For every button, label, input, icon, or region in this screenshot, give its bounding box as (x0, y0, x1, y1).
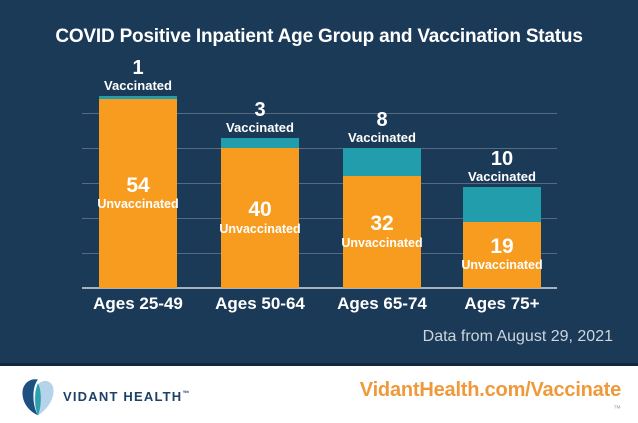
vaccinated-count: 8 (376, 109, 388, 131)
unvaccinated-count: 19 (490, 235, 514, 259)
unvaccinated-label: Unvaccinated (461, 258, 543, 273)
unvaccinated-count: 40 (248, 198, 272, 222)
data-source-note: Data from August 29, 2021 (422, 328, 613, 345)
stacked-bar: 54 Unvaccinated (97, 95, 179, 288)
footer-bar: VIDANT HEALTH™ VidantHealth.com/Vaccinat… (0, 363, 638, 423)
gridline (82, 218, 557, 219)
x-axis-baseline (82, 287, 557, 289)
vaccinated-count: 10 (490, 147, 514, 170)
vaccinated-label: Vaccinated (104, 77, 172, 93)
bar-segment-unvaccinated: 54 Unvaccinated (97, 99, 179, 288)
unvaccinated-label-block: 32 Unvaccinated (341, 176, 423, 288)
brand-lockup: VIDANT HEALTH™ (22, 374, 189, 418)
brand-trademark: ™ (182, 390, 190, 398)
vaccinated-label: Vaccinated (226, 119, 294, 135)
vidant-health-logo-icon (22, 378, 54, 415)
vaccinated-count: 1 (132, 56, 144, 79)
x-axis-category-label: Ages 65-74 (337, 294, 427, 313)
stacked-bar: 19 Unvaccinated (461, 186, 543, 289)
brand-name: VIDANT HEALTH™ (63, 388, 190, 404)
unvaccinated-label-block: 40 Unvaccinated (219, 148, 301, 288)
bar-segment-vaccinated (463, 186, 541, 222)
vaccinated-label: Vaccinated (468, 168, 536, 184)
unvaccinated-label: Unvaccinated (219, 221, 301, 236)
unvaccinated-label-block: 54 Unvaccinated (97, 99, 179, 288)
x-axis-category-label: Ages 50-64 (215, 294, 305, 313)
unvaccinated-count: 32 (370, 212, 394, 236)
unvaccinated-label: Unvaccinated (341, 235, 423, 250)
url-trademark: ™ (613, 404, 621, 413)
bar-segment-vaccinated (99, 95, 177, 99)
unvaccinated-count: 54 (126, 173, 150, 197)
vaccinated-count: 3 (254, 98, 266, 121)
x-axis-category-label: Ages 75+ (464, 294, 540, 313)
vaccinate-url-link[interactable]: VidantHealth.com/Vaccinate (359, 379, 621, 401)
bar-top-label: 10 Vaccinated (437, 147, 567, 185)
bar-top-label: 3 Vaccinated (195, 98, 325, 136)
stacked-bar: 32 Unvaccinated (341, 148, 423, 288)
bar-segment-vaccinated (343, 148, 421, 176)
gridline (82, 183, 557, 184)
gridline (82, 148, 557, 149)
bar-segment-unvaccinated: 40 Unvaccinated (219, 148, 301, 288)
gridline (82, 253, 557, 254)
bar-segment-unvaccinated: 19 Unvaccinated (461, 221, 543, 289)
bar-top-label: 8 Vaccinated (317, 110, 447, 146)
bar-segment-unvaccinated: 32 Unvaccinated (341, 176, 423, 288)
unvaccinated-label: Unvaccinated (97, 197, 179, 212)
bar-segment-vaccinated (221, 137, 299, 148)
bar-top-label: 1 Vaccinated (73, 56, 203, 94)
gridline (82, 113, 557, 114)
vaccinated-label: Vaccinated (348, 130, 416, 145)
x-axis-category-label: Ages 25-49 (93, 294, 183, 313)
stacked-bar: 40 Unvaccinated (219, 137, 301, 288)
chart-title: COVID Positive Inpatient Age Group and V… (55, 26, 583, 47)
unvaccinated-label-block: 19 Unvaccinated (461, 222, 543, 289)
